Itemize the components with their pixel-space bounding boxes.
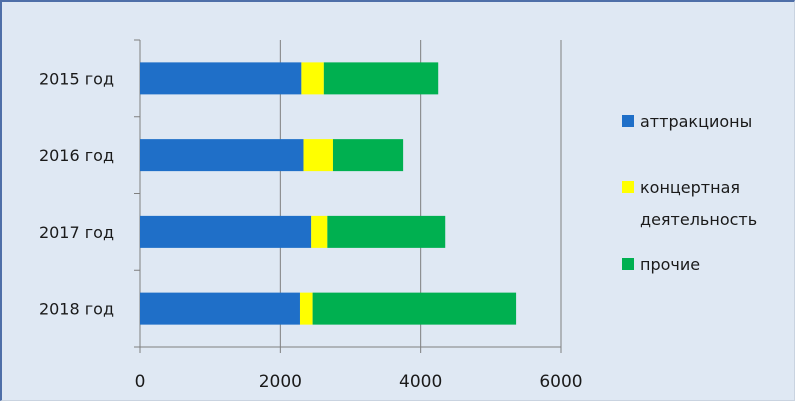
bar-3-1 xyxy=(323,62,439,95)
category-label: 2016 год xyxy=(39,146,114,165)
bar-1-2 xyxy=(140,139,304,172)
legend-label: аттракционы xyxy=(640,112,752,131)
x-tick-label: 0 xyxy=(135,372,146,392)
bar-3-2 xyxy=(332,139,404,172)
legend: аттракционы концертная деятельность прочие xyxy=(622,112,757,274)
legend-label: прочие xyxy=(640,255,700,274)
bar-2-2 xyxy=(303,139,333,172)
x-tick-label: 4000 xyxy=(399,372,442,392)
axis-labels: 0 2000 4000 6000 2015 год 2016 год 2017 год 201… xyxy=(39,69,583,392)
legend-swatch-1 xyxy=(622,115,634,127)
bar-1-3 xyxy=(140,215,312,248)
bars xyxy=(140,62,517,325)
legend-swatch-3 xyxy=(622,258,634,270)
category-label: 2018 год xyxy=(39,300,114,319)
bar-2-3 xyxy=(311,215,328,248)
legend-swatch-2 xyxy=(622,181,634,193)
legend-label: деятельность xyxy=(640,210,757,229)
bar-1-1 xyxy=(140,62,302,95)
category-label: 2017 год xyxy=(39,223,114,242)
x-tick-label: 6000 xyxy=(539,372,582,392)
bar-1-4 xyxy=(140,292,300,325)
category-label: 2015 год xyxy=(39,69,114,88)
bar-3-3 xyxy=(327,215,446,248)
bar-3-4 xyxy=(312,292,517,325)
bar-2-1 xyxy=(301,62,324,95)
bar-2-4 xyxy=(299,292,313,325)
legend-label: концертная xyxy=(640,178,740,197)
x-tick-label: 2000 xyxy=(259,372,302,392)
